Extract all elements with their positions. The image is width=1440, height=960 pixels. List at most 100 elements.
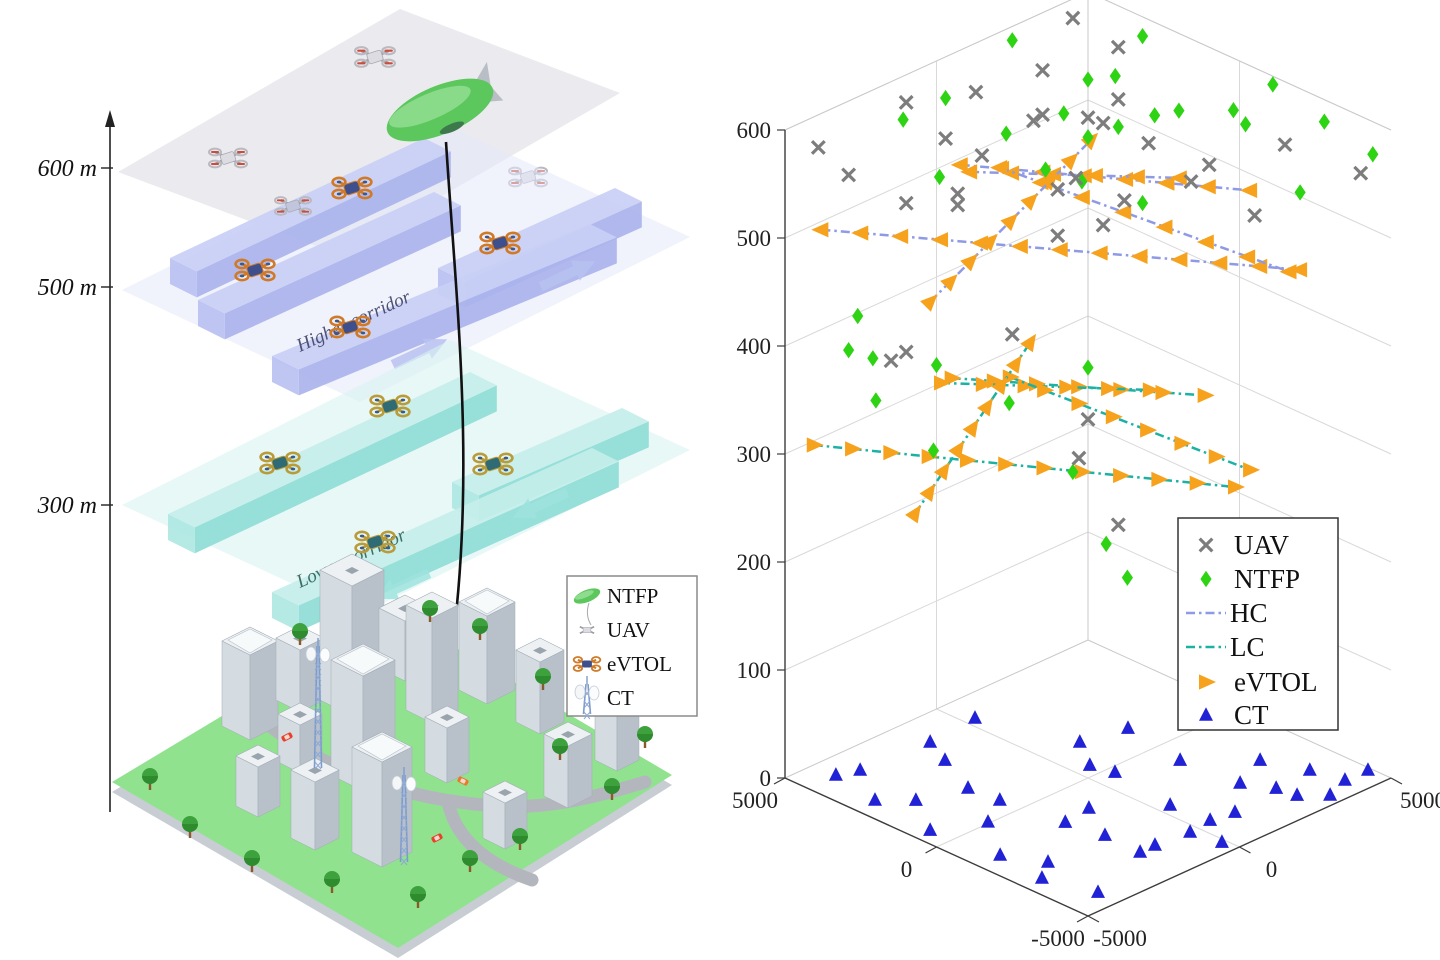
uav-marker bbox=[1035, 62, 1051, 78]
higher-corridor-arrow bbox=[390, 338, 448, 370]
ct-marker bbox=[1337, 772, 1352, 786]
uav-marker bbox=[1080, 110, 1096, 126]
evtol-marker bbox=[1090, 245, 1108, 261]
uav-marker bbox=[968, 84, 984, 100]
evtol-marker bbox=[975, 376, 993, 392]
building-right-wall bbox=[431, 604, 459, 724]
evtol-marker bbox=[1113, 467, 1131, 484]
evtol-icon bbox=[572, 656, 602, 672]
uav-icon bbox=[354, 46, 396, 68]
ntfp-marker bbox=[1109, 67, 1121, 85]
plot-legend-label: UAV bbox=[1234, 530, 1290, 560]
higher-corridor-beam-cap bbox=[170, 258, 197, 298]
evtol-marker bbox=[1196, 234, 1214, 250]
scatter3d-plot: 010020030040050060050000-5000-500005000U… bbox=[732, 0, 1440, 951]
uav-marker bbox=[950, 197, 966, 213]
building-left-wall bbox=[405, 604, 433, 724]
ntfp-marker bbox=[933, 168, 946, 186]
ntfp-marker bbox=[930, 356, 943, 374]
uav-marker bbox=[1068, 170, 1084, 186]
car-icon bbox=[281, 732, 293, 742]
ct-tower-icon bbox=[305, 638, 331, 770]
evtol-marker bbox=[851, 225, 869, 241]
ntfp-marker bbox=[1318, 113, 1330, 130]
higher-corridor-beam-top bbox=[272, 224, 617, 370]
building-right-wall bbox=[249, 640, 279, 741]
ct-marker bbox=[1147, 837, 1162, 851]
evtol-marker bbox=[1130, 248, 1148, 264]
uav-marker bbox=[1050, 228, 1066, 244]
ct-marker bbox=[1107, 764, 1122, 778]
evtol-icon bbox=[472, 452, 514, 476]
ntfp-marker bbox=[1006, 32, 1018, 49]
plot-legend-label: HC bbox=[1230, 598, 1268, 628]
ct-tower-icon bbox=[574, 676, 600, 720]
ct-marker bbox=[923, 734, 938, 748]
uav-marker bbox=[1141, 135, 1157, 151]
ct-marker bbox=[1269, 780, 1284, 794]
evtol-marker bbox=[1010, 238, 1028, 254]
ct-marker bbox=[1360, 762, 1375, 776]
legend-label-uav: UAV bbox=[607, 618, 650, 642]
higher-corridor-beam-side bbox=[224, 205, 461, 340]
ct-marker bbox=[1227, 804, 1242, 818]
z-tick-label: 200 bbox=[737, 550, 772, 575]
building-roof-pyramid bbox=[357, 733, 407, 761]
blimp-tether bbox=[586, 602, 592, 626]
building-roof-unit bbox=[561, 731, 575, 738]
ntfp-marker bbox=[939, 89, 952, 107]
ntfp-marker bbox=[1067, 463, 1079, 481]
ct-marker bbox=[1058, 814, 1073, 828]
building-roof-unit bbox=[345, 567, 359, 574]
tree-shade bbox=[244, 858, 260, 866]
tree-shade bbox=[142, 776, 158, 784]
tether-line bbox=[444, 141, 465, 649]
tree-shade bbox=[535, 676, 551, 684]
uav-marker bbox=[1183, 174, 1199, 190]
ntfp-marker bbox=[1149, 107, 1161, 124]
ct-marker bbox=[1173, 752, 1188, 766]
z-tick-label: 400 bbox=[737, 334, 772, 359]
plot-legend-label: LC bbox=[1230, 632, 1265, 662]
lc-trajectory bbox=[813, 443, 1236, 489]
evtol-marker bbox=[977, 398, 993, 417]
uav-marker bbox=[1050, 181, 1066, 197]
ct-marker bbox=[992, 792, 1007, 806]
tree-shade bbox=[410, 894, 426, 902]
evtol-marker bbox=[960, 164, 978, 180]
tree-shade bbox=[182, 824, 198, 832]
ntfp-marker bbox=[1173, 102, 1185, 119]
evtol-marker bbox=[920, 294, 938, 312]
higher-corridor-beam-cap bbox=[272, 356, 299, 396]
evtol-marker bbox=[1085, 167, 1103, 184]
evtol-marker bbox=[1002, 369, 1020, 385]
evtol-marker bbox=[1142, 382, 1160, 398]
uav-marker bbox=[841, 167, 857, 183]
evtol-marker bbox=[933, 462, 950, 481]
x-tick bbox=[1076, 915, 1089, 923]
higher-corridor-arrow bbox=[538, 260, 596, 292]
uav-marker bbox=[1095, 115, 1111, 131]
blimp-icon bbox=[386, 61, 504, 142]
ct-marker bbox=[1253, 752, 1268, 766]
evtol-marker bbox=[1151, 471, 1169, 487]
ntfp-marker bbox=[852, 307, 864, 325]
evtol-marker bbox=[1197, 387, 1215, 403]
ct-marker bbox=[923, 822, 938, 836]
lower-corridor-beam-cap bbox=[272, 592, 299, 632]
evtol-marker bbox=[1238, 249, 1256, 265]
evtol-marker bbox=[1243, 462, 1261, 478]
uav-marker bbox=[1116, 192, 1132, 208]
z-tick-label: 500 bbox=[737, 226, 772, 251]
road bbox=[441, 795, 539, 887]
evtol-marker bbox=[1020, 193, 1038, 211]
uav-marker bbox=[1353, 165, 1369, 181]
building-right-wall bbox=[567, 733, 593, 809]
higher-corridor-beam-side bbox=[196, 151, 451, 298]
plane-300m bbox=[122, 340, 690, 615]
evtol-marker bbox=[1114, 204, 1132, 220]
tree-shade bbox=[552, 746, 568, 754]
y-tick-label: 0 bbox=[1266, 857, 1278, 882]
evtol-marker bbox=[998, 456, 1016, 472]
